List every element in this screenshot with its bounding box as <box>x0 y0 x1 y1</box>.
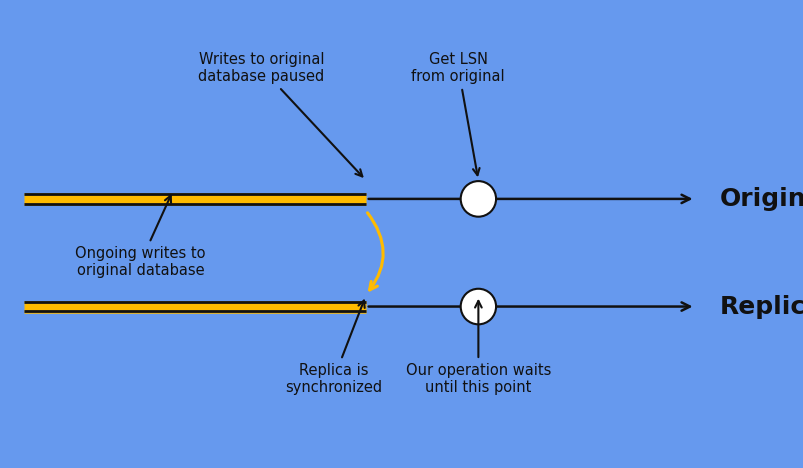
Text: Replica: Replica <box>719 294 803 319</box>
Text: Get LSN
from original: Get LSN from original <box>411 52 504 175</box>
Ellipse shape <box>460 289 495 324</box>
Text: Ongoing writes to
original database: Ongoing writes to original database <box>75 196 206 278</box>
Text: Original: Original <box>719 187 803 211</box>
Ellipse shape <box>460 181 495 217</box>
Text: Replica is
synchronized: Replica is synchronized <box>285 300 381 395</box>
Text: Our operation waits
until this point: Our operation waits until this point <box>406 301 550 395</box>
Text: Writes to original
database paused: Writes to original database paused <box>198 52 362 176</box>
